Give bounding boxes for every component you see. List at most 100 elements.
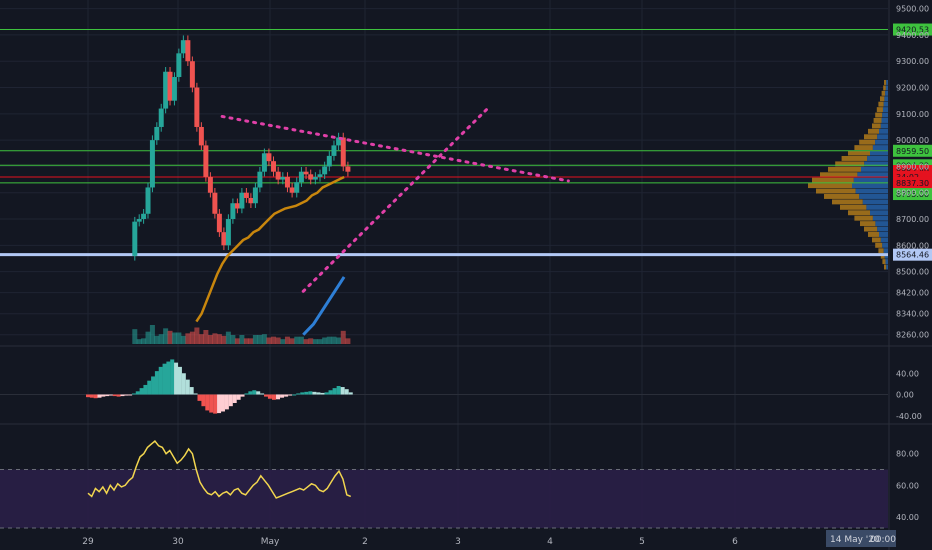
macd-histogram-bar[interactable] (201, 394, 206, 407)
macd-histogram-bar[interactable] (267, 394, 272, 399)
candle-body[interactable] (203, 145, 209, 177)
macd-histogram-bar[interactable] (244, 393, 249, 395)
macd-histogram-bar[interactable] (170, 359, 175, 395)
candle-body[interactable] (243, 192, 249, 198)
macd-histogram-bar[interactable] (139, 388, 144, 395)
macd-histogram-bar[interactable] (128, 394, 133, 396)
candle-body[interactable] (261, 153, 267, 172)
macd-histogram-bar[interactable] (324, 392, 329, 395)
candle-body[interactable] (141, 213, 147, 220)
candle-body[interactable] (136, 219, 142, 222)
macd-histogram-bar[interactable] (213, 394, 218, 414)
candle-body[interactable] (322, 166, 328, 175)
candle-body[interactable] (132, 221, 138, 256)
macd-histogram-bar[interactable] (193, 393, 198, 395)
macd-histogram-bar[interactable] (162, 363, 167, 395)
macd-histogram-bar[interactable] (181, 373, 186, 395)
macd-histogram-bar[interactable] (340, 387, 345, 395)
macd-histogram-bar[interactable] (120, 394, 125, 397)
macd-histogram-bar[interactable] (158, 366, 163, 395)
macd-histogram-bar[interactable] (336, 386, 341, 395)
candle-body[interactable] (266, 153, 272, 162)
candle-body[interactable] (284, 176, 290, 188)
macd-histogram-bar[interactable] (185, 379, 190, 395)
macd-histogram-bar[interactable] (166, 361, 171, 395)
candle-body[interactable] (303, 171, 309, 175)
macd-pane[interactable] (0, 359, 888, 414)
candle-body[interactable] (257, 171, 263, 188)
candle-body[interactable] (225, 219, 231, 246)
candle-body[interactable] (294, 182, 300, 193)
candle-body[interactable] (248, 197, 254, 204)
macd-histogram-bar[interactable] (348, 392, 353, 395)
macd-histogram-bar[interactable] (236, 394, 241, 400)
candle-body[interactable] (298, 171, 304, 183)
candle-body[interactable] (158, 108, 164, 127)
macd-histogram-bar[interactable] (271, 394, 276, 400)
macd-histogram-bar[interactable] (240, 394, 245, 397)
macd-histogram-bar[interactable] (124, 394, 129, 396)
candle-body[interactable] (331, 145, 337, 156)
macd-histogram-bar[interactable] (252, 390, 257, 395)
macd-histogram-bar[interactable] (224, 394, 229, 410)
candle-body[interactable] (345, 166, 351, 172)
macd-histogram-bar[interactable] (217, 394, 222, 414)
candle-body[interactable] (230, 203, 236, 220)
candle-body[interactable] (275, 171, 281, 180)
macd-histogram-bar[interactable] (116, 394, 121, 397)
macd-histogram-bar[interactable] (328, 390, 333, 395)
candle-body[interactable] (212, 192, 218, 214)
macd-histogram-bar[interactable] (320, 392, 325, 395)
candle-body[interactable] (198, 126, 204, 146)
macd-histogram-bar[interactable] (101, 394, 106, 397)
macd-histogram-bar[interactable] (189, 387, 194, 395)
macd-histogram-bar[interactable] (264, 394, 269, 397)
macd-histogram-bar[interactable] (284, 394, 289, 397)
candle-body[interactable] (185, 40, 191, 62)
candle-body[interactable] (167, 71, 173, 101)
macd-histogram-bar[interactable] (232, 394, 237, 404)
price-pane[interactable]: 9420.538959.508904.328882.4934:028837.30… (0, 23, 932, 344)
candle-body[interactable] (239, 192, 245, 209)
macd-histogram-bar[interactable] (308, 391, 313, 395)
candle-body[interactable] (216, 213, 222, 233)
macd-histogram-bar[interactable] (154, 371, 159, 395)
candle-body[interactable] (176, 53, 182, 78)
macd-histogram-bar[interactable] (131, 393, 136, 395)
macd-histogram-bar[interactable] (86, 394, 90, 398)
candle-body[interactable] (271, 161, 277, 172)
candle-body[interactable] (280, 176, 286, 180)
candle-body[interactable] (207, 176, 213, 193)
macd-histogram-bar[interactable] (174, 362, 179, 395)
macd-histogram-bar[interactable] (288, 394, 293, 396)
macd-histogram-bar[interactable] (276, 394, 281, 400)
macd-histogram-bar[interactable] (93, 394, 98, 399)
rsi-pane[interactable] (0, 439, 888, 529)
macd-histogram-bar[interactable] (300, 392, 305, 395)
macd-histogram-bar[interactable] (304, 391, 309, 395)
macd-histogram-bar[interactable] (280, 394, 285, 398)
candle-body[interactable] (326, 155, 332, 167)
macd-histogram-bar[interactable] (344, 389, 349, 395)
macd-histogram-bar[interactable] (248, 391, 253, 395)
macd-histogram-bar[interactable] (105, 394, 110, 397)
candle-body[interactable] (145, 187, 151, 214)
macd-histogram-bar[interactable] (151, 376, 156, 395)
candle-body[interactable] (336, 137, 342, 146)
macd-histogram-bar[interactable] (177, 366, 182, 395)
macd-histogram-bar[interactable] (260, 393, 265, 395)
candle-body[interactable] (340, 137, 346, 167)
macd-histogram-bar[interactable] (89, 394, 94, 398)
candle-body[interactable] (252, 187, 258, 204)
candle-body[interactable] (194, 87, 200, 127)
candle-body[interactable] (149, 140, 155, 188)
macd-histogram-bar[interactable] (197, 394, 202, 401)
trendline-0[interactable] (220, 114, 570, 183)
candle-body[interactable] (189, 61, 195, 88)
candle-body[interactable] (308, 174, 314, 180)
macd-histogram-bar[interactable] (209, 394, 214, 413)
macd-histogram-bar[interactable] (296, 393, 301, 395)
macd-histogram-bar[interactable] (108, 394, 113, 396)
candle-body[interactable] (154, 126, 160, 141)
